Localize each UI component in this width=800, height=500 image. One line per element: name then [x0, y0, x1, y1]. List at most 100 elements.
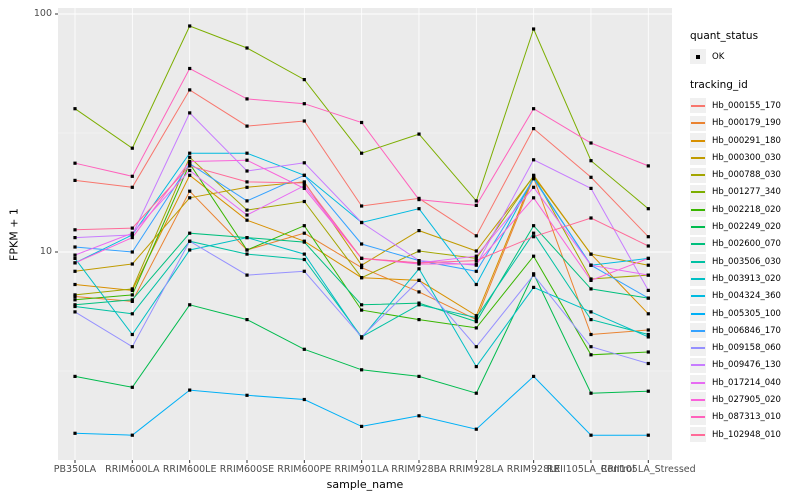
data-point [130, 185, 134, 189]
series-color-line [691, 277, 705, 280]
legend-key-line-icon [690, 306, 706, 321]
data-point [302, 184, 306, 188]
series-color-line [691, 174, 705, 177]
x-axis-title: sample_name [326, 478, 404, 491]
legend-label: Hb_004324_360 [712, 291, 781, 302]
data-point [474, 391, 478, 395]
data-point [130, 433, 134, 437]
data-point [302, 199, 306, 204]
data-point [245, 124, 249, 128]
data-point [532, 231, 536, 235]
data-point [188, 111, 192, 115]
data-point [474, 269, 478, 273]
legend-label: Hb_001277_340 [712, 187, 781, 198]
legend-key-line-icon [690, 323, 706, 339]
legend-label: Hb_005305_100 [712, 308, 781, 319]
data-point [646, 332, 650, 337]
data-point [130, 385, 134, 389]
data-point [302, 397, 306, 402]
legend-label: Hb_009476_130 [712, 360, 781, 371]
data-point [130, 345, 134, 349]
x-tick-label-PB350LA: PB350LA [53, 464, 97, 475]
data-point [532, 273, 536, 277]
legend-entry-Hb_009476_130: Hb_009476_130 [690, 357, 800, 374]
data-point [646, 312, 650, 316]
data-point [417, 278, 421, 282]
data-point [73, 282, 77, 287]
data-point [532, 158, 536, 162]
legend-label: Hb_006846_170 [712, 325, 781, 336]
data-point [73, 107, 77, 111]
data-point [646, 361, 650, 366]
data-point [360, 308, 364, 312]
data-point [73, 228, 77, 232]
data-point [188, 189, 192, 193]
legend-key-line-icon [690, 288, 706, 304]
series-color-line [691, 398, 705, 401]
data-point [188, 248, 192, 252]
data-point [417, 229, 421, 233]
x-tick-label-RRII105LA_Stressed: RRII105LA_Stressed [600, 464, 696, 475]
legend-label-ok: OK [712, 51, 725, 62]
data-point [302, 181, 306, 185]
data-point [245, 46, 249, 50]
data-point [646, 273, 650, 277]
legend-label: Hb_000300_030 [712, 152, 781, 163]
data-point [532, 127, 536, 131]
data-point [532, 224, 536, 228]
data-point [474, 282, 478, 287]
data-point [589, 278, 593, 282]
data-point [188, 239, 192, 243]
data-point [245, 236, 249, 240]
data-point [417, 259, 421, 263]
series-color-line [691, 329, 705, 332]
data-point [245, 218, 249, 222]
data-point [474, 318, 478, 322]
data-point [73, 298, 77, 302]
data-point [589, 216, 593, 220]
legend-label: Hb_000291_180 [712, 135, 781, 146]
data-point [188, 231, 192, 235]
legend-label: Hb_017214_040 [712, 377, 781, 388]
legend-key-line-icon [690, 427, 706, 443]
legend-quant-status-title: quant_status [690, 30, 759, 42]
data-point [646, 288, 650, 292]
series-color-line [691, 312, 705, 315]
legend-entry-Hb_000155_170: Hb_000155_170 [690, 97, 800, 114]
legend-entry-ok: OK [690, 48, 800, 65]
x-tick-label-RRIM928BA: RRIM928BA [391, 464, 447, 475]
data-point [302, 161, 306, 165]
data-point [474, 256, 478, 260]
data-point [73, 303, 77, 307]
data-point [73, 253, 77, 257]
data-point [589, 310, 593, 314]
legend-entry-Hb_009158_060: Hb_009158_060 [690, 339, 800, 356]
legend-key-line-icon [690, 184, 706, 200]
legend-entry-Hb_003913_020: Hb_003913_020 [690, 270, 800, 287]
data-point [130, 312, 134, 316]
series-color-line [691, 381, 705, 384]
legend-entry-Hb_003506_030: Hb_003506_030 [690, 253, 800, 270]
data-point [532, 285, 536, 289]
x-tick-label-RRIM600SE: RRIM600SE [219, 464, 275, 475]
x-tick-label-RRII105LA_Control: RRII105LA_Control [546, 464, 635, 475]
data-point [589, 391, 593, 395]
data-point [188, 24, 192, 28]
data-point [589, 353, 593, 357]
data-point [245, 185, 249, 189]
data-point [646, 164, 650, 168]
legend-entry-Hb_004324_360: Hb_004324_360 [690, 288, 800, 305]
data-point [417, 414, 421, 418]
data-point [188, 168, 192, 173]
legend-entry-Hb_000788_030: Hb_000788_030 [690, 166, 800, 183]
series-color-line [691, 122, 705, 125]
data-point [302, 240, 306, 244]
legend-label: Hb_000179_190 [712, 118, 781, 129]
data-point [188, 303, 192, 307]
data-point [589, 287, 593, 291]
series-color-line [691, 191, 705, 194]
data-point [302, 252, 306, 256]
y-tick-label-10: 10 [39, 246, 52, 257]
data-point [302, 119, 306, 123]
